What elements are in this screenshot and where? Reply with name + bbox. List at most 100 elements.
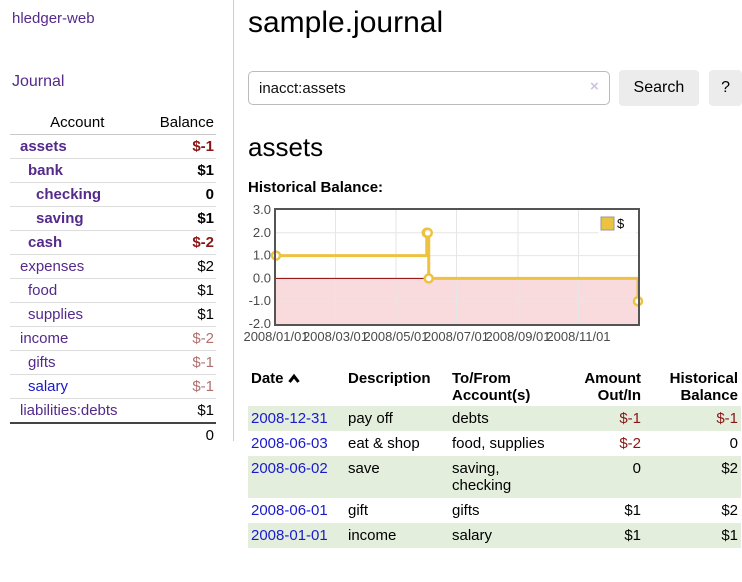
sidebar-account-balance: $1 bbox=[144, 158, 216, 183]
sidebar-account-link[interactable]: liabilities:debts bbox=[20, 402, 118, 419]
sidebar-account-balance: $-2 bbox=[144, 326, 216, 351]
sidebar: hledger-web Journal Account Balance asse… bbox=[0, 0, 234, 447]
y-axis-tick-label: 3.0 bbox=[253, 202, 271, 217]
transaction-date-link[interactable]: 2008-01-01 bbox=[251, 527, 328, 544]
sidebar-account-link[interactable]: gifts bbox=[28, 354, 56, 371]
transaction-accounts: salary bbox=[452, 527, 493, 544]
account-row: liabilities:debts $1 bbox=[10, 398, 216, 423]
transaction-row: 2008-06-03 eat & shop food, supplies $-2 0 bbox=[248, 431, 741, 456]
account-row: salary $-1 bbox=[10, 374, 216, 399]
transaction-date-cell: 2008-06-03 bbox=[248, 431, 345, 456]
legend-swatch bbox=[600, 216, 615, 231]
search-form: × Search ? bbox=[248, 70, 742, 106]
sidebar-account-balance: $-1 bbox=[144, 350, 216, 375]
transaction-date-link[interactable]: 2008-06-03 bbox=[251, 435, 328, 452]
search-button[interactable]: Search bbox=[618, 70, 700, 106]
transaction-date-link[interactable]: 2008-12-31 bbox=[251, 410, 328, 427]
register-col-date[interactable]: Date bbox=[248, 368, 345, 406]
clear-search-icon[interactable]: × bbox=[590, 78, 599, 95]
transaction-date-cell: 2008-06-02 bbox=[248, 456, 345, 498]
sidebar-account-balance: $1 bbox=[144, 398, 216, 423]
sidebar-account-link[interactable]: cash bbox=[28, 234, 63, 251]
register-col-description: Description bbox=[348, 370, 431, 387]
transaction-balance: $-1 bbox=[716, 410, 738, 427]
app-title-link[interactable]: hledger-web bbox=[12, 10, 95, 27]
sidebar-account-link[interactable]: supplies bbox=[28, 306, 84, 323]
transaction-amount: $-1 bbox=[619, 410, 641, 427]
transaction-row: 2008-12-31 pay off debts $-1 $-1 bbox=[248, 406, 741, 431]
sidebar-item-journal[interactable]: Journal bbox=[12, 73, 65, 90]
transaction-amount: $1 bbox=[624, 502, 641, 519]
sidebar-account-link[interactable]: bank bbox=[28, 162, 64, 179]
transaction-description: eat & shop bbox=[348, 435, 420, 452]
chart-data-point bbox=[422, 227, 433, 239]
transaction-balance: 0 bbox=[729, 435, 738, 452]
sidebar-account-link[interactable]: assets bbox=[20, 138, 67, 155]
sidebar-account-link[interactable]: checking bbox=[36, 186, 102, 203]
transaction-accounts: gifts bbox=[452, 502, 480, 519]
transaction-date-cell: 2008-12-31 bbox=[248, 406, 345, 431]
chart-data-point bbox=[423, 273, 434, 284]
chart-border bbox=[274, 208, 640, 326]
account-row: gifts $-1 bbox=[10, 350, 216, 375]
transaction-date-cell: 2008-06-01 bbox=[248, 498, 345, 523]
accounts-col-account: Account bbox=[10, 111, 145, 135]
account-row: checking 0 bbox=[10, 182, 216, 207]
help-button[interactable]: ? bbox=[709, 70, 742, 106]
y-axis-tick-label: 1.0 bbox=[253, 248, 271, 263]
sidebar-account-balance: $2 bbox=[144, 254, 216, 279]
transaction-date-link[interactable]: 2008-06-01 bbox=[251, 502, 328, 519]
sidebar-account-balance: $-1 bbox=[144, 374, 216, 399]
transaction-amount: 0 bbox=[632, 460, 641, 477]
transaction-accounts: debts bbox=[452, 410, 489, 427]
main-content: sample.journal × Search ? assets Histori… bbox=[235, 0, 742, 548]
x-axis-tick-label: 2008/11/01 bbox=[546, 329, 610, 344]
sidebar-account-link[interactable]: expenses bbox=[20, 258, 85, 275]
y-axis-tick-label: 2.0 bbox=[253, 225, 271, 240]
account-row: bank $1 bbox=[10, 158, 216, 183]
account-row: income $-2 bbox=[10, 326, 216, 351]
register-col-amount: Amount Out/In bbox=[584, 370, 641, 404]
account-row: cash $-2 bbox=[10, 230, 216, 255]
account-row: expenses $2 bbox=[10, 254, 216, 279]
transaction-balance: $1 bbox=[721, 527, 738, 544]
account-row: food $1 bbox=[10, 278, 216, 303]
x-axis-tick-label: 2008/09/01 bbox=[485, 329, 550, 344]
transaction-date-link[interactable]: 2008-06-02 bbox=[251, 460, 328, 477]
sidebar-account-link[interactable]: food bbox=[28, 282, 58, 299]
legend-label: $ bbox=[617, 216, 625, 231]
transaction-description: pay off bbox=[348, 410, 393, 427]
sidebar-account-balance: $1 bbox=[144, 206, 216, 231]
historical-balance-chart: $3.0 2.0 1.0 0.0 -1.0 -2.02008/01/012008/03/0… bbox=[243, 202, 644, 344]
search-input[interactable] bbox=[248, 71, 610, 105]
transaction-row: 2008-06-02 save saving, checking 0 $2 bbox=[248, 456, 741, 498]
register-table: Date Description To/From Account(s) Amou… bbox=[248, 368, 741, 548]
x-axis-tick-label: 2008/05/01 bbox=[363, 329, 428, 344]
sidebar-account-balance: 0 bbox=[144, 182, 216, 207]
x-axis-tick-label: 2008/07/01 bbox=[424, 329, 489, 344]
sidebar-account-balance: $1 bbox=[144, 302, 216, 327]
register-col-balance: Historical Balance bbox=[669, 370, 738, 404]
register-col-tofrom: To/From Account(s) bbox=[452, 370, 531, 404]
transaction-date-cell: 2008-01-01 bbox=[248, 523, 345, 548]
account-heading: assets bbox=[248, 132, 324, 162]
sidebar-account-link[interactable]: saving bbox=[36, 210, 84, 227]
accounts-total-balance: 0 bbox=[144, 422, 216, 447]
account-row: saving $1 bbox=[10, 206, 216, 231]
chart-title: Historical Balance: bbox=[248, 179, 384, 196]
transaction-accounts: saving, checking bbox=[452, 460, 512, 494]
accounts-col-balance: Balance bbox=[144, 111, 216, 135]
accounts-total-row: 0 bbox=[10, 422, 216, 447]
transaction-amount: $-2 bbox=[619, 435, 641, 452]
transaction-amount: $1 bbox=[624, 527, 641, 544]
transaction-accounts: food, supplies bbox=[452, 435, 545, 452]
sidebar-account-link[interactable]: salary bbox=[28, 378, 69, 395]
sidebar-account-link[interactable]: income bbox=[20, 330, 69, 347]
page-title: sample.journal bbox=[248, 6, 444, 39]
account-row: supplies $1 bbox=[10, 302, 216, 327]
transaction-description: income bbox=[348, 527, 397, 544]
transaction-description: gift bbox=[348, 502, 369, 519]
x-axis-tick-label: 2008/01/01 bbox=[243, 329, 308, 344]
y-axis-tick-label: 0.0 bbox=[253, 270, 271, 285]
y-axis-tick-label: -2.0 bbox=[249, 316, 271, 331]
